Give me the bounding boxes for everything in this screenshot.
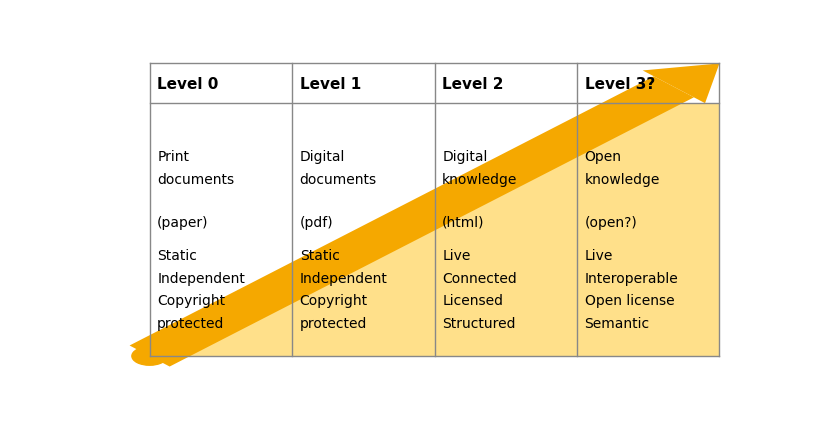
Bar <box>150 64 720 104</box>
Text: documents: documents <box>300 173 377 187</box>
Text: Independent: Independent <box>300 271 387 285</box>
Text: protected: protected <box>300 317 367 330</box>
Polygon shape <box>130 77 694 367</box>
Text: (paper): (paper) <box>157 216 208 229</box>
Text: Structured: Structured <box>442 317 516 330</box>
Polygon shape <box>150 104 292 356</box>
Text: Level 3?: Level 3? <box>585 76 655 92</box>
Text: Licensed: Licensed <box>442 294 503 308</box>
Text: (open?): (open?) <box>585 216 637 229</box>
Text: protected: protected <box>157 317 225 330</box>
Polygon shape <box>643 64 720 104</box>
Text: Independent: Independent <box>157 271 245 285</box>
Text: Live: Live <box>585 248 613 262</box>
Text: Level 0: Level 0 <box>157 76 219 92</box>
Text: Digital: Digital <box>442 150 488 164</box>
Text: Copyright: Copyright <box>157 294 225 308</box>
Text: Copyright: Copyright <box>300 294 368 308</box>
Text: Digital: Digital <box>300 150 345 164</box>
Text: documents: documents <box>157 173 234 187</box>
Circle shape <box>132 347 167 366</box>
Text: Connected: Connected <box>442 271 517 285</box>
Polygon shape <box>435 104 577 210</box>
Polygon shape <box>577 64 720 137</box>
Text: Live: Live <box>442 248 471 262</box>
Text: (html): (html) <box>442 216 484 229</box>
Text: Open license: Open license <box>585 294 674 308</box>
Text: Level 1: Level 1 <box>300 76 361 92</box>
Text: Static: Static <box>157 248 197 262</box>
Text: knowledge: knowledge <box>442 173 517 187</box>
Text: Print: Print <box>157 150 190 164</box>
Text: (pdf): (pdf) <box>300 216 333 229</box>
Text: Semantic: Semantic <box>585 317 650 330</box>
Polygon shape <box>292 104 435 283</box>
Text: knowledge: knowledge <box>585 173 660 187</box>
Text: Level 2: Level 2 <box>442 76 503 92</box>
Polygon shape <box>150 64 720 356</box>
Text: Interoperable: Interoperable <box>585 271 678 285</box>
Text: Static: Static <box>300 248 340 262</box>
Text: Open: Open <box>585 150 622 164</box>
